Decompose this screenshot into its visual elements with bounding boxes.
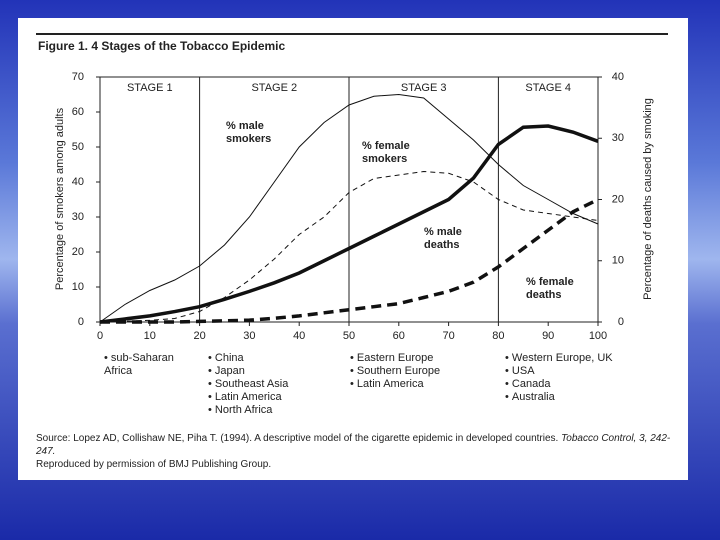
y-tick-label: 10 [72, 281, 84, 293]
series-line [100, 197, 599, 324]
source-ref: 3, 242-247. [36, 433, 671, 457]
stage-label: STAGE 2 [251, 82, 297, 94]
x-tick-label: 40 [293, 330, 305, 342]
series-line [99, 124, 599, 324]
x-tick-label: 80 [492, 330, 504, 342]
chart-title: Figure 1. 4 Stages of the Tobacco Epidem… [38, 39, 285, 53]
series-line [99, 170, 599, 323]
region: Western Europe, UK [505, 352, 615, 365]
y2-axis-label: Percentage of deaths caused by smoking [642, 98, 654, 300]
region: Latin America [208, 391, 328, 404]
stage-label: STAGE 1 [127, 82, 173, 94]
series-label: % female deaths [526, 276, 574, 301]
region: Southern Europe [350, 365, 470, 378]
x-tick-label: 60 [393, 330, 405, 342]
y-axis-label: Percentage of smokers among adults [54, 107, 66, 290]
x-tick-label: 0 [97, 330, 103, 342]
y2-tick-label: 10 [612, 255, 624, 267]
region: Eastern Europe [350, 352, 470, 365]
y2-tick-label: 0 [618, 316, 624, 328]
region-list: sub-Saharan Africa [104, 352, 194, 378]
series-label: % male smokers [226, 120, 272, 145]
y2-tick-label: 20 [612, 193, 624, 205]
y-tick-label: 20 [72, 246, 84, 258]
region: Latin America [350, 378, 470, 391]
region: Canada [505, 378, 615, 391]
region: Australia [505, 391, 615, 404]
series-label: % female smokers [362, 140, 410, 165]
region-list: Eastern EuropeSouthern EuropeLatin Ameri… [350, 352, 470, 391]
x-tick-label: 30 [243, 330, 255, 342]
x-tick-label: 20 [193, 330, 205, 342]
source-journal: Tobacco Control, [561, 433, 637, 444]
region: Japan [208, 365, 328, 378]
x-tick-label: 90 [542, 330, 554, 342]
y-tick-label: 70 [72, 71, 84, 83]
y-tick-label: 60 [72, 106, 84, 118]
permission: Reproduced by permission of BMJ Publishi… [36, 459, 272, 470]
y-tick-label: 50 [72, 141, 84, 153]
y2-tick-label: 40 [612, 71, 624, 83]
stage-label: STAGE 4 [525, 82, 571, 94]
y-tick-label: 30 [72, 211, 84, 223]
series-label: % male deaths [424, 226, 462, 251]
y-tick-label: 40 [72, 176, 84, 188]
region: North Africa [208, 404, 328, 417]
region: Southeast Asia [208, 378, 328, 391]
y-tick-label: 0 [78, 316, 84, 328]
series-line [99, 93, 599, 323]
region: USA [505, 365, 615, 378]
source-text: Source: Lopez AD, Collishaw NE, Piha T. … [36, 433, 559, 444]
stage-label: STAGE 3 [401, 82, 447, 94]
x-tick-label: 10 [144, 330, 156, 342]
region: sub-Saharan Africa [104, 352, 194, 378]
y2-tick-label: 30 [612, 132, 624, 144]
region-list: ChinaJapanSoutheast AsiaLatin AmericaNor… [208, 352, 328, 417]
x-tick-label: 70 [442, 330, 454, 342]
source-note: Source: Lopez AD, Collishaw NE, Piha T. … [36, 432, 676, 471]
region: China [208, 352, 328, 365]
region-list: Western Europe, UKUSACanadaAustralia [505, 352, 615, 404]
x-tick-label: 50 [343, 330, 355, 342]
x-tick-label: 100 [589, 330, 607, 342]
